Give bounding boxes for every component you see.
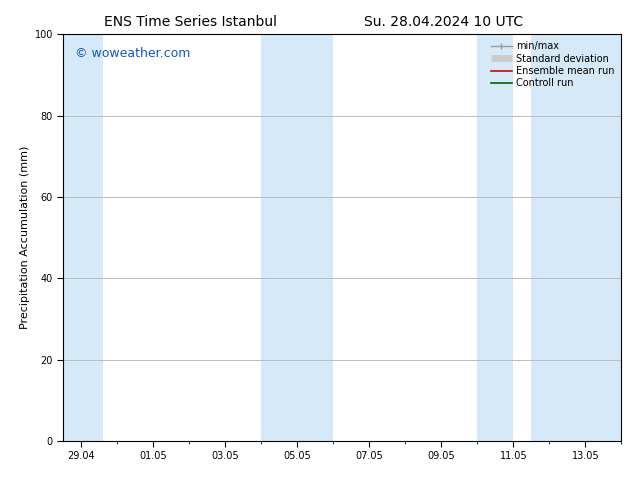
Text: Su. 28.04.2024 10 UTC: Su. 28.04.2024 10 UTC [365,15,523,29]
Bar [531,34,621,441]
Text: ENS Time Series Istanbul: ENS Time Series Istanbul [104,15,276,29]
Bar [477,34,514,441]
Text: © woweather.com: © woweather.com [75,47,190,59]
Legend: min/max, Standard deviation, Ensemble mean run, Controll run: min/max, Standard deviation, Ensemble me… [489,39,616,90]
Bar [63,34,103,441]
Y-axis label: Precipitation Accumulation (mm): Precipitation Accumulation (mm) [20,146,30,329]
Bar [261,34,333,441]
